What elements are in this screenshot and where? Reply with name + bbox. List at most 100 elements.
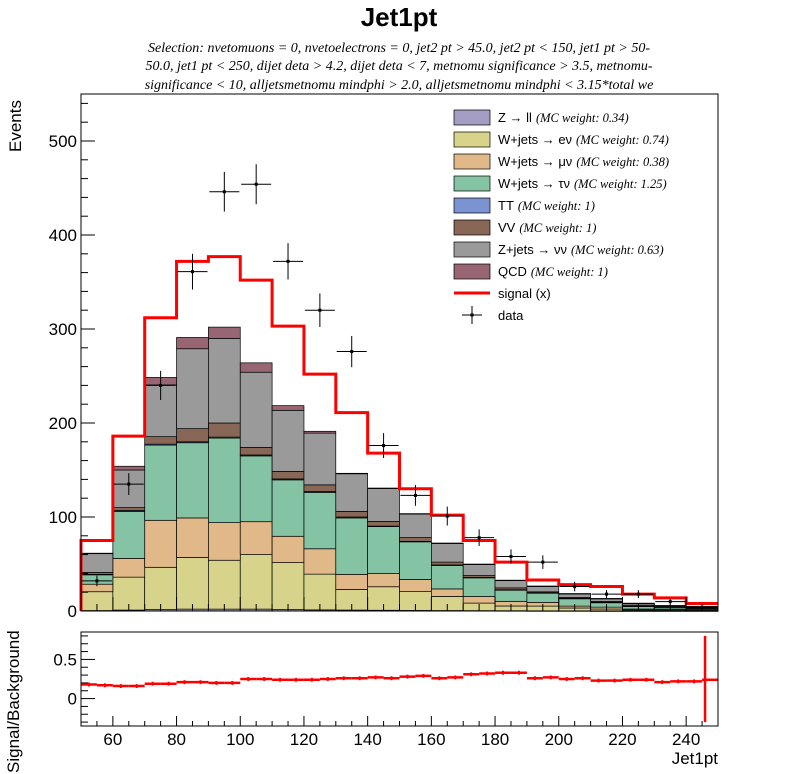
bar-series2-bin7: [303, 548, 337, 575]
bar-series6-bin11: [431, 542, 464, 563]
bar-series3-bin9: [367, 526, 400, 574]
bar-series7-bin16: [590, 598, 623, 600]
legend-swatch-1: [453, 131, 491, 148]
bar-series1-bin6: [271, 562, 305, 610]
ratio-point-18: [367, 675, 384, 680]
ratio-point-34: [622, 677, 639, 682]
bar-series2-bin2: [144, 519, 177, 568]
bar-series7-bin10: [399, 513, 432, 515]
x-tick-label-9: 240: [672, 730, 700, 749]
legend-weight-4: (MC weight: 1): [518, 199, 595, 213]
bar-series5-bin2: [144, 436, 177, 445]
bar-series5-bin11: [431, 561, 464, 566]
legend-swatch-2: [453, 153, 491, 170]
ratio-point-35: [638, 677, 655, 682]
bar-series7-bin7: [303, 430, 337, 434]
ratio-panel: 0 0.5 60 80 100 120 140 160 180 200 220 240: [53, 631, 719, 749]
legend-label-4: TT: [498, 198, 514, 213]
y-tick-label-2: 200: [49, 414, 77, 433]
x-tick-label-6: 180: [481, 730, 509, 749]
legend-signal-label: signal (x): [498, 286, 551, 301]
bar-series3-bin3: [176, 442, 209, 519]
ratio-y-tick-label-1: 0.5: [53, 650, 77, 669]
legend-item-5: VV (MC weight: 1): [453, 219, 596, 236]
data-point-15: [559, 581, 590, 592]
bar-series6-bin7: [303, 432, 337, 486]
ratio-point-32: [590, 678, 607, 683]
ratio-point-37: [670, 679, 687, 684]
data-point-6: [273, 243, 304, 280]
bar-series7-bin8: [335, 472, 368, 475]
legend-weight-1: (MC weight: 0.74): [576, 133, 669, 147]
signal-line: [79, 255, 718, 611]
bar-series6-bin9: [367, 488, 400, 522]
bar-series1-bin4: [208, 559, 241, 610]
data-point-4: [209, 171, 240, 212]
bar-series7-bin9: [367, 487, 400, 489]
legend-weight-0: (MC weight: 0.34): [536, 111, 629, 125]
y-tick-label-5: 500: [49, 132, 77, 151]
legend-weight-3: (MC weight: 1.25): [574, 177, 667, 191]
ratio-point-0: [81, 682, 97, 687]
y-tick-label-4: 400: [49, 226, 77, 245]
legend-label-5: VV: [498, 220, 516, 235]
x-tick-label-7: 200: [545, 730, 573, 749]
x-tick-label-2: 100: [226, 730, 254, 749]
data-point-16: [591, 590, 622, 599]
x-tick-label-3: 120: [290, 730, 318, 749]
ratio-point-5: [160, 681, 177, 686]
ratio-point-19: [383, 676, 400, 681]
bar-series3-bin2: [144, 444, 177, 521]
y-tick-label-3: 300: [49, 320, 77, 339]
bar-series7-bin5: [239, 362, 273, 373]
bar-series7-bin3: [176, 337, 209, 350]
ratio-point-27: [510, 670, 527, 675]
bar-series2-bin9: [367, 573, 400, 588]
ratio-point-9: [224, 680, 241, 685]
ratio-point-20: [399, 674, 416, 679]
ratio-point-7: [192, 680, 209, 685]
legend-item-1: W+jets → eν (MC weight: 0.74): [453, 131, 669, 148]
bar-series1-bin3: [176, 557, 209, 610]
legend-item-3: W+jets → τν (MC weight: 1.25): [453, 175, 667, 192]
data-point-1: [113, 473, 144, 496]
main-panel: 0 100 200 300 400 500: [49, 93, 719, 621]
legend-label-0: Z → ll: [498, 110, 532, 125]
x-axis-label: Jet1pt: [672, 749, 719, 768]
x-tick-label-4: 140: [353, 730, 381, 749]
bar-series2-bin3: [176, 517, 209, 558]
ratio-point-12: [272, 677, 289, 682]
bar-series7-bin4: [208, 326, 241, 339]
bar-series5-bin7: [303, 484, 337, 492]
legend-weight-7: (MC weight: 1): [531, 265, 608, 279]
bar-series2-bin10: [399, 579, 432, 592]
data-point-8: [336, 335, 367, 368]
legend-item-4: TT (MC weight: 1): [453, 197, 595, 214]
bar-series2-bin5: [239, 521, 273, 555]
ratio-point-14: [303, 677, 320, 682]
y-tick-label-0: 0: [68, 602, 77, 621]
bar-series3-bin5: [239, 455, 273, 523]
data-point-9: [368, 433, 399, 459]
bar-series6-bin12: [462, 563, 496, 576]
bar-series6-bin6: [271, 409, 305, 472]
ratio-point-25: [479, 671, 496, 676]
bar-series2-bin12: [462, 596, 496, 604]
bar-series6-bin10: [399, 513, 432, 538]
subtitle-line-2: 50.0, jet1 pt < 250, dijet deta > 4.2, d…: [145, 59, 652, 74]
legend-label-1: W+jets → eν: [498, 132, 572, 147]
ratio-point-23: [447, 675, 464, 680]
legend-label-2: W+jets → μν: [498, 154, 572, 169]
subtitle-line-3: significance < 10, alljetsmetnomu mindph…: [145, 78, 654, 93]
bar-series6-bin3: [176, 348, 209, 429]
ratio-point-16: [335, 676, 352, 681]
data-point-12: [464, 529, 495, 546]
bar-series5-bin10: [399, 537, 432, 542]
bar-series1-bin2: [144, 566, 177, 610]
legend-weight-2: (MC weight: 0.38): [576, 155, 669, 169]
data-point-10: [400, 484, 431, 506]
bar-series3-bin8: [335, 517, 368, 575]
legend-label-6: Z+jets → νν: [498, 242, 567, 257]
x-tick-label-5: 160: [417, 730, 445, 749]
